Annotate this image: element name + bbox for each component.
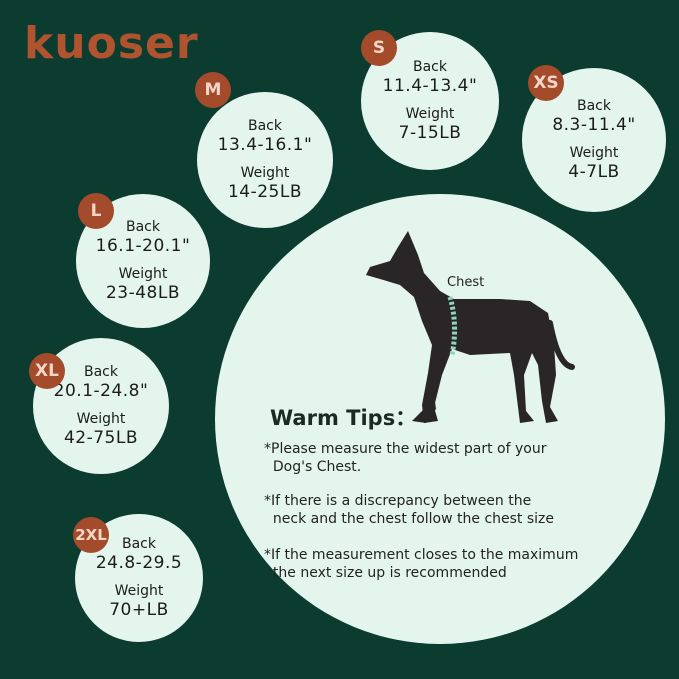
weight-value: 42-75LB [63,428,139,448]
kuoser-logo: kuoser [24,18,199,69]
tips-title: Warm Tips： [270,406,417,430]
size-badge-xl: XL [29,353,65,389]
chest-label: Chest [447,275,485,290]
tip-item: *If there is a discrepancy between the n… [264,493,555,527]
weight-label: Weight [240,165,290,181]
back-value: 20.1-24.8" [53,381,149,401]
dog-silhouette-icon [366,231,575,423]
back-label: Back [413,59,447,75]
back-label: Back [122,536,156,552]
back-value: 11.4-13.4" [382,76,478,96]
back-value: 16.1-20.1" [95,236,191,256]
back-label: Back [248,118,282,134]
size-badge-xs: XS [528,65,564,101]
back-value: 8.3-11.4" [552,115,636,135]
weight-value: 14-25LB [227,182,303,202]
tips-circle [215,194,665,644]
size-badge-l: L [78,193,114,229]
weight-label: Weight [76,411,126,427]
weight-value: 70+LB [109,600,169,620]
back-label: Back [126,219,160,235]
weight-label: Weight [114,583,164,599]
back-label: Back [577,98,611,114]
tip-item: *Please measure the widest part of your … [264,441,547,475]
back-value: 13.4-16.1" [217,135,313,155]
size-badge-m: M [195,72,231,108]
back-label: Back [84,364,118,380]
weight-value: 23-48LB [105,283,181,303]
weight-value: 4-7LB [568,162,620,182]
size-badge-2xl: 2XL [73,517,109,553]
weight-label: Weight [405,106,455,122]
back-value: 24.8-29.5 [95,553,183,573]
size-circle-m: Back 13.4-16.1" Weight 14-25LB [197,92,333,228]
weight-value: 7-15LB [398,123,462,143]
weight-label: Weight [118,266,168,282]
tip-item: *If the measurement closes to the maximu… [264,547,579,581]
weight-label: Weight [569,145,619,161]
size-badge-s: S [361,30,397,66]
